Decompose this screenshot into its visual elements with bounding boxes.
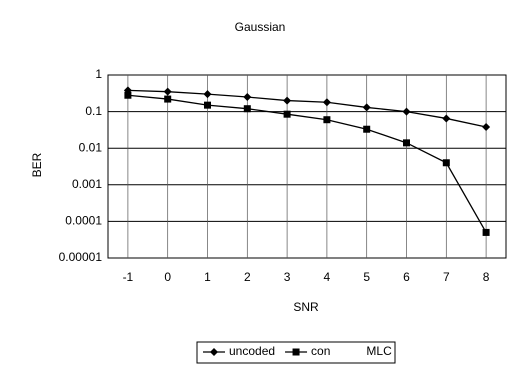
legend-label: uncoded xyxy=(229,344,275,358)
marker xyxy=(124,91,132,99)
marker xyxy=(203,90,212,99)
line xyxy=(127,89,487,128)
marker xyxy=(323,116,331,124)
legend-marker xyxy=(292,348,300,356)
y-tick-label: 0.01 xyxy=(79,140,103,154)
marker xyxy=(403,139,410,147)
y-tick-label: 0.00001 xyxy=(59,250,103,264)
x-tick-label: 1 xyxy=(204,270,211,284)
plot-area xyxy=(107,74,507,259)
marker xyxy=(482,228,490,236)
y-tick-label: 0.1 xyxy=(85,104,102,118)
x-tick-label: 8 xyxy=(483,270,490,284)
marker xyxy=(283,96,292,105)
legend-label: MLC xyxy=(366,344,392,358)
marker xyxy=(163,87,172,96)
marker xyxy=(322,98,331,107)
y-tick-label: 0.001 xyxy=(72,177,102,191)
y-tick-label: 1 xyxy=(95,67,102,81)
marker xyxy=(204,101,211,109)
x-tick-label: 4 xyxy=(324,270,331,284)
marker xyxy=(482,122,491,131)
line xyxy=(127,94,487,233)
marker xyxy=(362,103,371,112)
marker xyxy=(442,159,450,167)
x-tick-label: -1 xyxy=(123,270,134,284)
x-axis-label: SNR xyxy=(293,300,319,314)
x-tick-label: 3 xyxy=(284,270,291,284)
legend-marker xyxy=(210,348,218,356)
marker xyxy=(243,105,251,113)
x-tick-label: 7 xyxy=(443,270,450,284)
marker xyxy=(243,93,252,102)
y-tick-label: 0.0001 xyxy=(65,214,102,228)
x-tick-label: 0 xyxy=(164,270,171,284)
marker xyxy=(164,95,172,103)
marker xyxy=(442,114,451,123)
x-tick-label: 2 xyxy=(244,270,251,284)
x-tick-label: 6 xyxy=(403,270,410,284)
y-axis-label: BER xyxy=(30,152,44,177)
chart-title: Gaussian xyxy=(235,20,286,34)
legend-label: con xyxy=(311,344,330,358)
marker xyxy=(402,107,411,116)
marker xyxy=(363,125,371,133)
x-tick-label: 5 xyxy=(363,270,370,284)
marker xyxy=(283,110,291,118)
